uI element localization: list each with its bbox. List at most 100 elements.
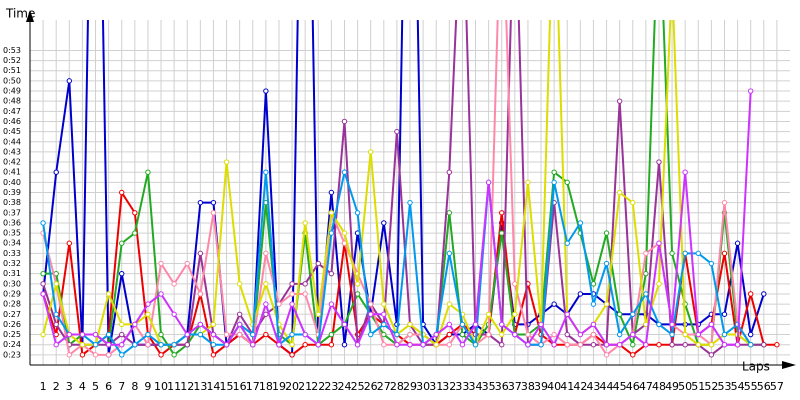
data-point [538, 342, 544, 348]
x-tick-label: 57 [770, 380, 784, 393]
data-point [105, 352, 112, 358]
data-point [721, 331, 728, 338]
data-point [158, 352, 164, 358]
data-point [40, 331, 46, 338]
data-point [446, 301, 453, 307]
data-point [407, 199, 413, 206]
data-point [643, 270, 649, 277]
x-tick-label: 6 [105, 380, 112, 393]
data-point [669, 342, 675, 348]
data-point [459, 321, 466, 328]
data-point [328, 189, 335, 196]
data-point [40, 220, 46, 226]
data-point [551, 342, 557, 348]
x-tick-label: 24 [337, 380, 351, 393]
data-point [158, 331, 164, 338]
x-tick-label: 43 [586, 380, 600, 393]
data-point [499, 230, 505, 236]
data-point [590, 342, 597, 348]
data-point [66, 352, 73, 358]
data-point [564, 331, 570, 338]
y-tick-label: 0:41 [3, 168, 21, 177]
data-point [341, 118, 348, 125]
data-point [590, 321, 597, 328]
y-tick-label: 0:27 [3, 310, 21, 319]
data-point [302, 331, 308, 338]
data-point [695, 342, 701, 348]
data-point [747, 291, 754, 297]
y-tick-label: 0:30 [3, 279, 21, 288]
x-tick-label: 32 [442, 380, 456, 393]
data-point [433, 342, 439, 348]
x-tick-label: 55 [744, 380, 758, 393]
data-point [682, 250, 688, 257]
data-point [656, 240, 662, 246]
data-point [328, 331, 335, 338]
data-point [499, 331, 505, 338]
y-tick-label: 0:37 [3, 208, 21, 217]
data-point [236, 281, 243, 287]
data-point [328, 210, 335, 216]
data-point [682, 169, 688, 175]
data-point [132, 342, 138, 348]
data-point [643, 291, 649, 297]
x-tick-label: 8 [131, 380, 138, 393]
x-tick-label: 23 [324, 380, 338, 393]
y-tick-label: 0:39 [3, 188, 21, 197]
data-point [761, 342, 767, 348]
data-point [381, 342, 387, 348]
data-point [577, 220, 584, 226]
x-tick-label: 42 [573, 380, 587, 393]
data-point [302, 220, 308, 226]
data-point [603, 342, 610, 348]
y-tick-label: 0:49 [3, 87, 21, 96]
data-point [603, 260, 610, 267]
data-point [210, 321, 217, 328]
x-tick-label: 1 [40, 380, 47, 393]
data-point [145, 331, 151, 338]
data-point [328, 230, 335, 236]
data-point [734, 240, 741, 246]
x-tick-label: 30 [416, 380, 430, 393]
y-tick-label: 0:50 [3, 76, 21, 85]
x-tick-label: 17 [246, 380, 260, 393]
x-tick-label: 36 [495, 380, 509, 393]
data-point [616, 331, 623, 338]
x-tick-label: 35 [482, 380, 496, 393]
data-point [616, 98, 623, 104]
data-point [669, 250, 675, 257]
data-point [105, 342, 112, 348]
data-point [197, 250, 204, 257]
data-point [53, 169, 59, 175]
y-tick-label: 0:38 [3, 198, 21, 207]
data-point [53, 342, 59, 348]
y-tick-label: 0:47 [3, 107, 21, 116]
tick-labels: 0:230:240:250:260:270:28 0:290:300:310:32… [3, 46, 784, 393]
x-tick-label: 22 [311, 380, 325, 393]
data-point [210, 352, 217, 358]
data-point [446, 342, 453, 348]
x-axis-title: Laps [742, 360, 770, 374]
data-point [551, 301, 557, 307]
x-tick-label: 16 [233, 380, 247, 393]
data-point [446, 210, 453, 216]
data-point [564, 342, 570, 348]
data-point [263, 311, 269, 317]
data-point [721, 250, 728, 257]
data-point [119, 342, 125, 348]
x-tick-label: 49 [665, 380, 679, 393]
data-point [210, 199, 217, 206]
y-tick-label: 0:42 [3, 158, 21, 167]
data-point [656, 342, 662, 348]
data-point [577, 342, 584, 348]
data-point [66, 78, 73, 84]
data-point [551, 169, 557, 175]
data-point [630, 342, 636, 348]
data-point [459, 342, 466, 348]
data-point [669, 321, 675, 328]
y-tick-label: 0:51 [3, 66, 21, 75]
x-tick-label: 33 [455, 380, 469, 393]
data-point [263, 281, 269, 287]
data-point [551, 331, 557, 338]
data-point [236, 311, 243, 317]
